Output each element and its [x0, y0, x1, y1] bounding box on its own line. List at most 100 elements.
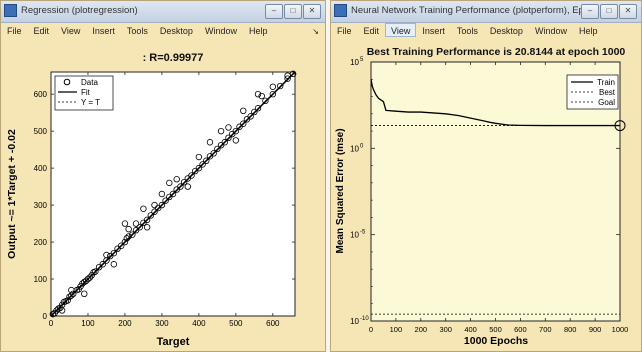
- data-point: [258, 92, 265, 100]
- data-point: [86, 274, 94, 281]
- chart-title: : R=0.99977: [143, 52, 204, 64]
- data-point: [247, 113, 254, 120]
- matlab-figure-icon: [4, 4, 17, 17]
- data-point: [129, 231, 136, 238]
- data-point: [214, 145, 221, 153]
- menu-bar: File Edit View Insert Tools Desktop Window Help: [331, 23, 641, 41]
- y-tick-exponent: 5: [360, 57, 364, 63]
- data-point: [123, 235, 130, 242]
- legend: Train Best Goal: [566, 74, 619, 110]
- data-point: [210, 150, 217, 157]
- data-point: [140, 205, 147, 212]
- data-point: [125, 233, 132, 240]
- title-bar[interactable]: Neural Network Training Performance (plo…: [331, 1, 641, 23]
- x-axis-label: Target: [157, 336, 190, 348]
- close-button[interactable]: ✕: [303, 4, 321, 19]
- x-tick-label: 900: [589, 325, 602, 334]
- y-tick-label: 600: [34, 90, 48, 99]
- data-point: [84, 275, 92, 283]
- menu-help[interactable]: Help: [248, 26, 268, 36]
- title-bar[interactable]: Regression (plotregression) – □ ✕: [1, 1, 325, 23]
- x-axis-label: 1000 Epochs: [464, 335, 528, 347]
- data-point: [110, 261, 118, 268]
- x-tick-label: 800: [564, 325, 577, 334]
- data-point: [232, 127, 240, 135]
- data-point: [151, 208, 158, 215]
- data-point: [177, 183, 184, 190]
- minimize-button[interactable]: –: [581, 4, 599, 19]
- regression-window: Regression (plotregression) – □ ✕ File Ed…: [0, 0, 326, 352]
- menu-tools[interactable]: Tools: [456, 26, 478, 36]
- data-point: [269, 83, 277, 90]
- data-point: [136, 224, 143, 231]
- menu-view[interactable]: View: [61, 26, 81, 36]
- data-point: [232, 137, 240, 144]
- data-point: [64, 297, 71, 304]
- data-point: [143, 216, 151, 224]
- y-tick-label: 200: [34, 238, 48, 247]
- data-point: [103, 251, 110, 259]
- menu-window[interactable]: Window: [204, 26, 237, 36]
- data-point: [166, 179, 173, 187]
- data-point: [284, 72, 291, 79]
- data-point: [284, 75, 291, 82]
- y-tick-exponent: -10: [360, 316, 369, 322]
- chart-title: Best Training Performance is 20.8144 at …: [367, 46, 626, 58]
- plot-lines: [370, 79, 626, 315]
- y-axis-label: Output ~= 1*Target + -0.02: [6, 129, 18, 259]
- maximize-button[interactable]: □: [600, 4, 618, 19]
- x-tick-label: 100: [390, 325, 403, 334]
- data-point: [147, 212, 155, 219]
- data-point: [151, 201, 158, 209]
- data-point: [68, 286, 75, 294]
- menu-help[interactable]: Help: [578, 26, 598, 36]
- window-title: Regression (plotregression): [21, 5, 138, 16]
- data-point: [251, 108, 258, 116]
- minimize-button[interactable]: –: [265, 4, 283, 19]
- x-tick-label: 400: [464, 325, 477, 334]
- legend-data-label: Data: [81, 78, 98, 87]
- data-point: [195, 164, 203, 172]
- data-point: [121, 220, 129, 227]
- menu-file[interactable]: File: [337, 26, 352, 36]
- x-tick-label: 1000: [612, 325, 629, 334]
- menu-desktop[interactable]: Desktop: [489, 26, 523, 36]
- data-point: [180, 178, 188, 186]
- menu-insert[interactable]: Insert: [422, 26, 445, 36]
- legend-train-label: Train: [597, 78, 615, 87]
- menu-edit[interactable]: Edit: [363, 26, 380, 36]
- performance-plot: Best Training Performance is 20.8144 at …: [335, 46, 629, 347]
- x-tick-label: 200: [118, 319, 132, 328]
- performance-window: Neural Network Training Performance (plo…: [330, 0, 642, 352]
- legend-best-label: Best: [599, 88, 616, 97]
- data-point: [92, 268, 99, 275]
- legend-goal-label: Goal: [598, 98, 615, 107]
- data-point: [143, 224, 151, 231]
- menu-edit[interactable]: Edit: [33, 26, 50, 36]
- y-tick-exponent: 0: [360, 143, 364, 149]
- menu-insert[interactable]: Insert: [92, 26, 115, 36]
- x-tick-label: 300: [439, 325, 452, 334]
- x-tick-label: 100: [81, 319, 95, 328]
- close-button[interactable]: ✕: [619, 4, 637, 19]
- dock-arrow-icon[interactable]: ↘: [312, 27, 319, 36]
- maximize-button[interactable]: □: [284, 4, 302, 19]
- x-tick-label: 0: [369, 325, 373, 334]
- y-tick-exponent: -5: [360, 230, 366, 236]
- y-tick-label: 10: [350, 231, 359, 240]
- menu-view[interactable]: View: [385, 23, 417, 37]
- y-tick-label: 10: [350, 144, 359, 153]
- menu-window[interactable]: Window: [534, 26, 567, 36]
- data-point: [240, 107, 247, 115]
- data-point: [217, 127, 225, 135]
- data-point: [289, 70, 297, 78]
- data-point: [254, 105, 262, 112]
- menu-tools[interactable]: Tools: [126, 26, 148, 36]
- regression-plot: : R=0.99977 0 100 200 300 400 500 600 0 100 200 30…: [6, 52, 297, 348]
- matlab-figure-icon: [334, 4, 347, 17]
- menu-file[interactable]: File: [7, 26, 22, 36]
- window-title: Neural Network Training Performance (plo…: [351, 5, 581, 16]
- menu-desktop[interactable]: Desktop: [159, 26, 193, 36]
- performance-figure: Best Training Performance is 20.8144 at …: [331, 41, 641, 351]
- x-tick-label: 600: [514, 325, 527, 334]
